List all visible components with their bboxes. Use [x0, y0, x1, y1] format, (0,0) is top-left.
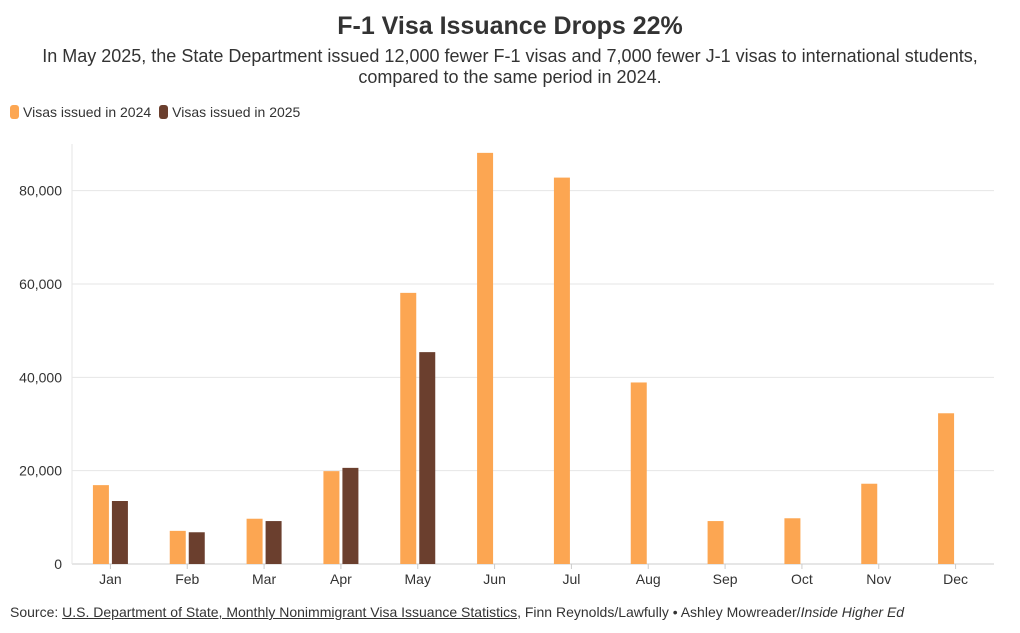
y-axis: 0 20,000 40,000 60,000 80,000	[19, 144, 73, 572]
gridlines	[72, 190, 994, 565]
bar-2024-oct[interactable]	[784, 518, 801, 564]
x-tick-label: Oct	[791, 571, 813, 587]
x-tick-label: Jun	[483, 571, 506, 587]
bar-2024-aug[interactable]	[630, 382, 647, 564]
bar-2024-jun[interactable]	[477, 152, 494, 565]
bar-2024-jul[interactable]	[553, 177, 570, 565]
y-tick-label: 20,000	[19, 463, 62, 479]
legend-item-2024: Visas issued in 2024	[10, 104, 151, 120]
legend-label-2024: Visas issued in 2024	[23, 104, 152, 120]
x-axis: Jan Feb Mar Apr May Jun Jul Aug Sep Oct Nov Dec	[99, 564, 968, 587]
bar-2024-apr[interactable]	[323, 471, 340, 564]
bar-2024-nov[interactable]	[861, 483, 878, 564]
y-tick-label: 0	[54, 556, 62, 572]
source-prefix: Source:	[10, 604, 63, 620]
legend-item-2025: Visas issued in 2025	[159, 104, 300, 120]
bar-2025-feb[interactable]	[188, 532, 205, 564]
bar-2025-may[interactable]	[419, 352, 436, 564]
bar-2024-jan[interactable]	[92, 485, 109, 564]
x-tick-label: Feb	[175, 571, 199, 587]
bar-2024-feb[interactable]	[169, 530, 186, 564]
bar-2025-jan[interactable]	[111, 500, 128, 564]
bar-2024-dec[interactable]	[938, 413, 955, 564]
bar-2024-may[interactable]	[400, 292, 417, 564]
source-publication: Inside Higher Ed	[800, 604, 905, 620]
bars	[92, 152, 955, 565]
x-tick-label: Dec	[943, 571, 968, 587]
x-tick-label: Apr	[330, 571, 352, 587]
x-tick-label: Sep	[713, 571, 738, 587]
bar-2024-mar[interactable]	[246, 518, 263, 564]
bar-2024-sep[interactable]	[707, 521, 724, 564]
x-tick-label: Aug	[636, 571, 661, 587]
chart-subtitle: In May 2025, the State Department issued…	[42, 46, 978, 87]
source-link[interactable]: U.S. Department of State, Monthly Nonimm…	[62, 604, 518, 620]
legend-swatch-2025	[159, 105, 169, 119]
bar-2025-mar[interactable]	[265, 521, 282, 564]
legend-swatch-2024	[10, 105, 19, 119]
y-tick-label: 40,000	[19, 369, 62, 385]
y-tick-label: 60,000	[19, 276, 62, 292]
x-tick-label: May	[405, 571, 431, 587]
source-note: Source: U.S. Department of State, Monthl…	[10, 604, 904, 620]
x-tick-label: Mar	[252, 571, 276, 587]
bar-2025-apr[interactable]	[342, 467, 359, 564]
source-credits: , Finn Reynolds/Lawfully • Ashley Mowrea…	[517, 604, 801, 620]
x-tick-label: Nov	[866, 571, 891, 587]
legend: Visas issued in 2024 Visas issued in 202…	[10, 104, 308, 120]
chart-title: F-1 Visa Issuance Drops 22%	[337, 12, 683, 40]
bar-chart: 0 20,000 40,000 60,000 80,000 Jan Feb Mar Apr Ma…	[19, 144, 994, 587]
y-tick-label: 80,000	[19, 183, 62, 199]
legend-label-2025: Visas issued in 2025	[172, 104, 301, 120]
x-tick-label: Jul	[562, 571, 580, 587]
x-tick-label: Jan	[99, 571, 122, 587]
